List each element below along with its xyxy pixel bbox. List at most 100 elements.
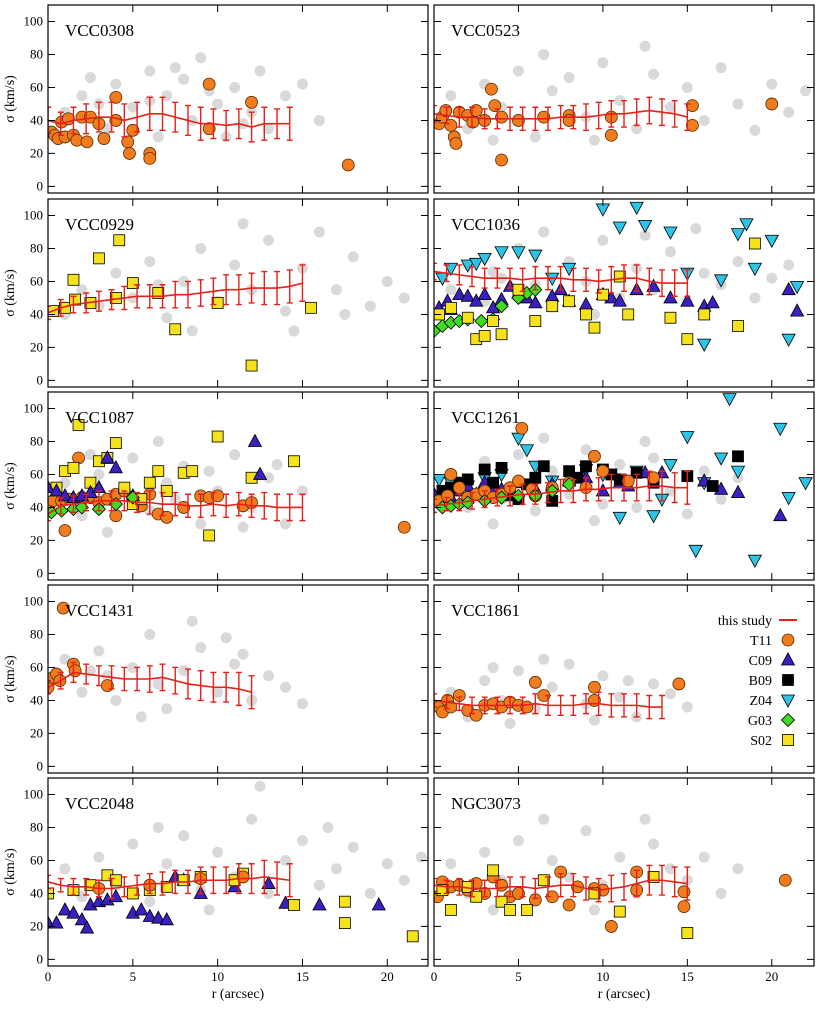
marker-square: [444, 904, 457, 916]
marker-circle: [537, 110, 551, 124]
marker-square: [461, 473, 474, 486]
marker-circle: [515, 421, 529, 435]
y-tick-label: 20: [30, 532, 43, 547]
marker-square: [478, 329, 491, 342]
y-tick-label: 80: [30, 433, 43, 448]
marker-circle: [397, 520, 411, 534]
background-point: [381, 858, 393, 870]
error-bar: [70, 877, 77, 896]
marker-circle: [588, 680, 601, 694]
background-point: [229, 658, 241, 670]
background-point: [195, 518, 207, 530]
marker-circle: [686, 99, 699, 112]
marker-square: [546, 300, 559, 313]
error-bar: [443, 264, 450, 283]
marker-square: [211, 430, 224, 443]
background-point: [445, 284, 457, 296]
error-bar: [507, 876, 513, 898]
background-point: [93, 851, 105, 863]
error-bar: [646, 864, 653, 896]
panel-frame: [433, 4, 815, 194]
marker-square: [588, 887, 601, 900]
error-bar: [197, 106, 204, 141]
marker-triangle: [781, 281, 796, 296]
background-point: [127, 292, 139, 304]
marker-diamond: [494, 299, 509, 314]
marker-square: [622, 308, 635, 321]
marker-square: [664, 311, 677, 324]
marker-circle: [781, 633, 795, 647]
error-bar: [570, 478, 577, 504]
background-point: [313, 226, 325, 238]
background-point: [715, 493, 727, 505]
panel-frame: [433, 777, 815, 967]
marker-circle: [444, 468, 458, 481]
plot-area: [434, 813, 792, 939]
background-point: [178, 830, 190, 842]
panel-title: VCC1261: [451, 408, 520, 427]
marker-square: [143, 476, 156, 489]
error-bar: [210, 671, 217, 703]
legend-label: Z04: [749, 694, 772, 709]
background-point: [639, 435, 651, 447]
error-bar: [223, 671, 230, 703]
marker-square: [647, 871, 660, 883]
error-bar: [434, 104, 437, 123]
error-bar: [235, 863, 242, 895]
marker-square: [109, 437, 122, 450]
background-point: [504, 718, 516, 730]
error-bar: [633, 98, 640, 127]
background-point: [597, 57, 609, 69]
marker-square: [698, 308, 711, 321]
marker-triangle: [688, 544, 703, 559]
error-bar: [621, 264, 627, 293]
marker-triangle: [780, 694, 796, 708]
marker-square: [288, 899, 300, 911]
marker-square: [478, 463, 491, 476]
marker-triangle: [713, 452, 729, 466]
error-bar: [121, 876, 128, 898]
error-bar: [494, 696, 501, 715]
background-point: [178, 665, 190, 677]
background-point: [296, 78, 308, 90]
error-bar: [633, 264, 640, 293]
y-tick-label: 40: [30, 306, 43, 321]
background-point: [76, 686, 88, 698]
error-bar: [570, 694, 577, 716]
error-bar: [595, 477, 602, 502]
marker-triangle: [663, 459, 678, 473]
marker-triangle: [798, 477, 813, 491]
error-bar: [671, 866, 678, 898]
error-bar: [481, 490, 488, 509]
marker-diamond: [474, 313, 489, 329]
error-bar: [261, 859, 268, 895]
error-bar: [456, 877, 463, 896]
y-tick-label: 0: [37, 372, 44, 387]
background-point: [59, 863, 71, 875]
error-bar: [146, 872, 153, 895]
background-point: [664, 101, 676, 113]
marker-square: [245, 359, 258, 372]
error-bar: [274, 270, 281, 306]
marker-triangle: [773, 422, 788, 437]
error-bar: [443, 879, 450, 895]
legend-label: B09: [749, 674, 772, 689]
panel-frame: [433, 584, 815, 774]
marker-triangle: [247, 433, 263, 447]
marker-triangle: [773, 507, 788, 522]
background-point: [161, 90, 173, 102]
background-point: [296, 835, 308, 847]
background-point: [512, 835, 524, 847]
marker-circle: [604, 920, 618, 933]
marker-square: [495, 328, 508, 341]
error-bar: [48, 874, 51, 890]
error-bar: [659, 864, 665, 896]
y-axis-label: σ (km/s): [3, 75, 18, 123]
marker-circle: [485, 82, 498, 96]
background-point: [152, 435, 164, 447]
error-bar: [210, 866, 217, 895]
error-bar: [469, 696, 475, 715]
legend-label: T11: [750, 634, 772, 649]
background-point: [330, 284, 342, 296]
marker-square: [152, 465, 165, 478]
